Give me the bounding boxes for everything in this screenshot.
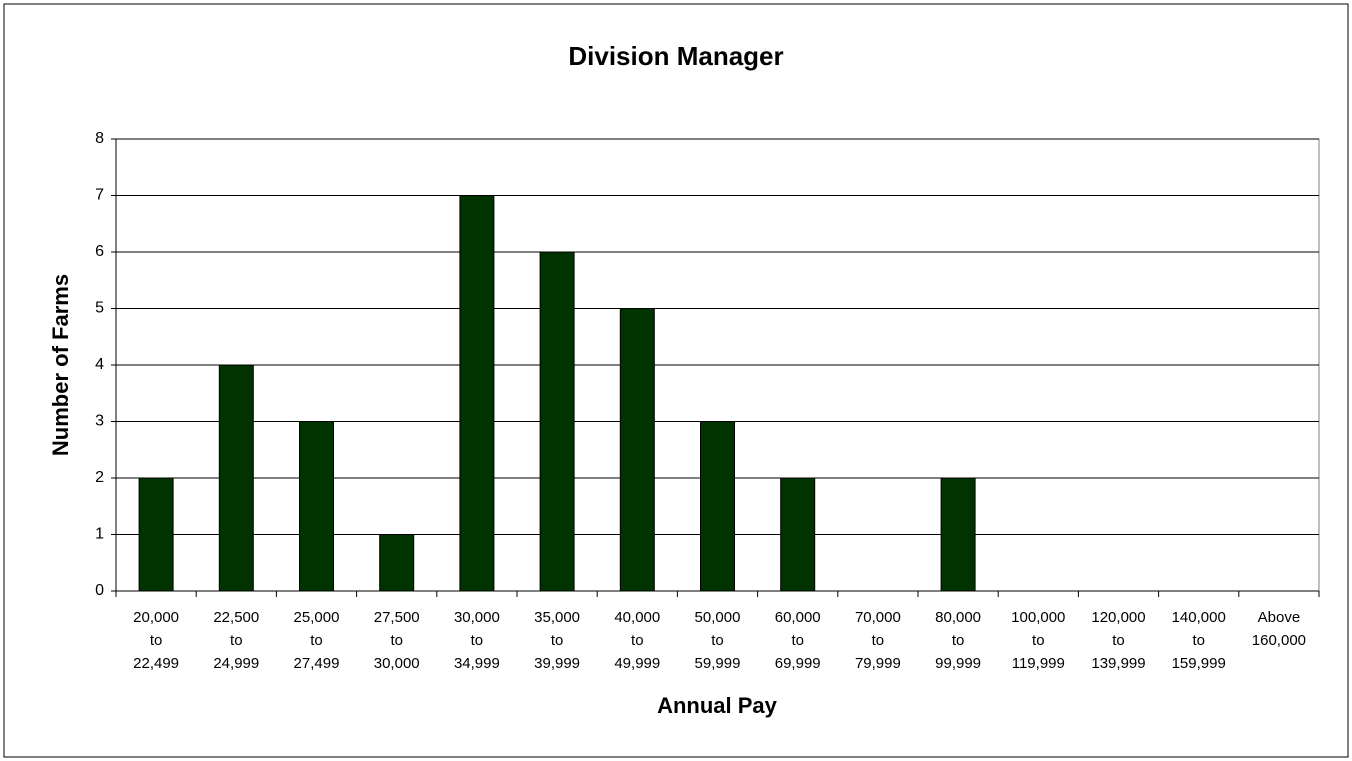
- x-tick-label: 27,500: [374, 609, 420, 626]
- x-tick-label: 140,000: [1172, 609, 1226, 626]
- bar: [138, 477, 174, 592]
- x-tick-label: 30,000: [454, 609, 500, 626]
- x-tick-label: 59,999: [695, 655, 741, 672]
- x-tick-label: 99,999: [935, 655, 981, 672]
- x-tick-label: 69,999: [775, 655, 821, 672]
- x-tick-label: 40,000: [614, 609, 660, 626]
- x-tick-label: 49,999: [614, 655, 660, 672]
- x-axis-label: Annual Pay: [657, 693, 778, 718]
- x-tick-label: 50,000: [695, 609, 741, 626]
- x-tick-label: to: [791, 632, 804, 649]
- bar: [940, 477, 976, 592]
- bar: [780, 477, 816, 592]
- x-tick-label: to: [631, 632, 644, 649]
- bar: [539, 251, 575, 592]
- x-tick-label: 80,000: [935, 609, 981, 626]
- x-tick-label: to: [711, 632, 724, 649]
- x-tick-label: to: [390, 632, 403, 649]
- x-tick-label: to: [471, 632, 484, 649]
- x-tick-label: 30,000: [374, 655, 420, 672]
- x-tick-label: 34,999: [454, 655, 500, 672]
- y-tick-label: 7: [95, 187, 104, 204]
- x-tick-label: 35,000: [534, 609, 580, 626]
- x-tick-label: to: [1112, 632, 1125, 649]
- x-tick-label: 119,999: [1012, 655, 1065, 672]
- x-tick-label: to: [551, 632, 564, 649]
- x-tick-label: to: [150, 632, 163, 649]
- y-axis-label: Number of Farms: [48, 274, 73, 456]
- x-tick-label: 22,499: [133, 655, 179, 672]
- x-tick-label: to: [1032, 632, 1045, 649]
- y-tick-label: 5: [95, 300, 104, 317]
- y-tick-label: 2: [95, 469, 104, 486]
- bar: [459, 195, 495, 592]
- x-tick-label: 70,000: [855, 609, 901, 626]
- x-tick-label: 25,000: [294, 609, 340, 626]
- y-tick-label: 4: [95, 356, 104, 373]
- x-tick-label: 27,499: [294, 655, 340, 672]
- chart-title: Division Manager: [568, 41, 783, 71]
- bar: [379, 534, 415, 592]
- bar: [619, 308, 655, 592]
- x-tick-label: to: [230, 632, 243, 649]
- x-tick-label: Above: [1258, 609, 1301, 626]
- x-tick-label: to: [872, 632, 885, 649]
- y-tick-label: 8: [95, 130, 104, 147]
- x-tick-label: 24,999: [213, 655, 259, 672]
- x-tick-label: 79,999: [855, 655, 901, 672]
- y-tick-label: 0: [95, 582, 104, 599]
- y-tick-label: 3: [95, 413, 104, 430]
- bar: [218, 364, 254, 592]
- x-tick-label: 20,000: [133, 609, 179, 626]
- x-tick-label: 159,999: [1172, 655, 1226, 672]
- bar: [299, 421, 334, 592]
- x-tick-label: to: [952, 632, 965, 649]
- y-tick-label: 1: [95, 526, 104, 543]
- x-tick-label: 160,000: [1252, 632, 1306, 649]
- x-tick-label: 100,000: [1011, 609, 1065, 626]
- x-tick-label: to: [310, 632, 323, 649]
- bar: [700, 421, 735, 592]
- x-tick-label: 22,500: [213, 609, 259, 626]
- y-tick-label: 6: [95, 243, 104, 260]
- x-tick-label: 39,999: [534, 655, 580, 672]
- x-tick-label: 139,999: [1091, 655, 1145, 672]
- x-tick-label: 120,000: [1091, 609, 1145, 626]
- x-tick-label: to: [1192, 632, 1205, 649]
- x-tick-label: 60,000: [775, 609, 821, 626]
